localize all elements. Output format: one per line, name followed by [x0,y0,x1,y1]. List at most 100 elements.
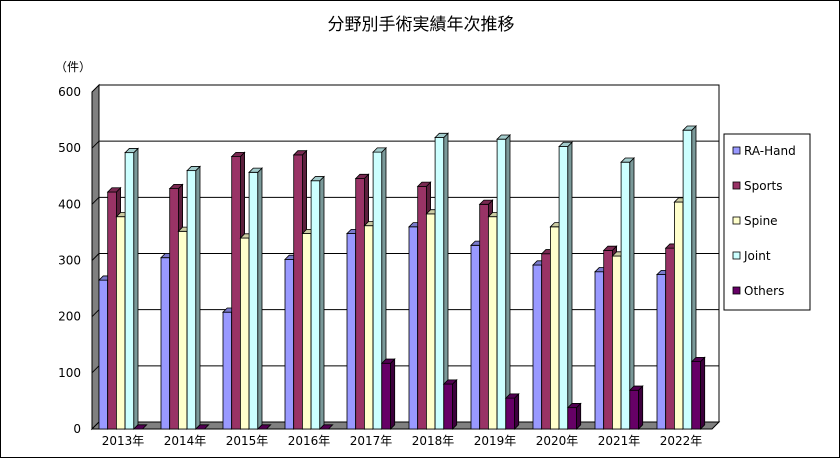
bar-front [674,201,684,430]
bar-front [124,152,135,430]
x-tick-label: 2017年 [350,434,393,448]
legend-swatch [732,216,741,225]
bar-front [239,237,250,430]
bar-others [256,424,272,430]
x-tick-label: 2018年 [412,434,455,448]
bar-others [380,358,396,430]
bar-front [284,258,295,430]
y-tick-label: 400 [58,197,81,211]
bar-top [682,125,697,131]
bar-top [442,379,458,385]
bar-others [318,424,334,430]
bar-top [310,176,325,182]
y-tick-label: 0 [73,422,81,436]
x-tick-label: 2019年 [474,434,517,448]
legend-swatch [732,286,741,295]
x-tick-label: 2022年 [660,434,703,448]
x-tick-label: 2021年 [598,434,641,448]
bar-top [230,151,246,157]
bar-joint [682,125,697,430]
bar-top [186,166,201,172]
bar-top [132,424,148,430]
bar-front [479,203,489,430]
bar-front [443,383,453,430]
y-axis-unit-label: （件） [55,60,91,74]
bar-front [355,178,365,430]
bar-joint [248,167,263,430]
x-tick-label: 2016年 [288,434,331,448]
bar-top [106,187,122,193]
legend-label: Sports [744,179,782,193]
bar-top [194,424,210,430]
bar-front [594,271,605,430]
bar-front [222,311,233,430]
bar-front [160,257,171,430]
bar-joint [496,134,511,430]
bar-front [629,389,639,430]
bar-front [248,171,259,430]
bar-side [505,134,511,430]
bar-top [168,184,184,190]
bar-top [558,141,573,147]
bar-side [700,356,706,430]
bar-top [372,147,387,153]
bar-top [256,424,272,430]
bar-top [602,245,618,251]
bar-others [566,402,582,430]
gridline-side [91,196,100,205]
gridline-side [91,365,100,374]
bar-front [116,216,126,430]
bar-front [567,407,577,430]
bar-side [319,175,325,430]
bar-front [434,137,445,430]
bar-top [434,132,449,138]
bar-front [231,156,241,430]
bar-others [504,392,520,430]
bar-front [346,233,357,430]
bar-front [532,264,543,430]
bar-front [372,151,383,430]
bar-front [408,226,419,430]
bar-joint [124,147,139,430]
legend-label: Joint [743,249,771,263]
bar-top [380,358,396,364]
y-tick-label: 600 [58,85,81,99]
bar-top [690,356,706,363]
bar-front [381,362,391,430]
y-tick-label: 500 [58,141,81,155]
bar-side [514,392,520,430]
bar-front [612,255,622,430]
bar-front [550,226,560,430]
bar-front [603,249,613,430]
y-tick-label: 200 [58,310,81,324]
legend-label: Spine [744,214,778,228]
bar-side [390,358,396,430]
bar-front [691,361,701,430]
bar-front [186,170,197,430]
bar-others [442,378,458,430]
bar-joint [186,165,201,430]
bar-front [177,230,188,430]
bar-front [487,216,498,430]
bar-side [133,147,139,430]
bar-top [416,181,432,187]
bar-front [496,138,507,430]
legend-swatch [732,181,741,190]
gridline-side [91,253,100,261]
x-tick-label: 2013年 [102,434,145,448]
bar-front [310,180,321,430]
bar-front [301,233,312,430]
bar-front [505,397,515,430]
bar-top [478,199,494,205]
gridline-side [91,309,100,318]
bar-front [656,274,667,430]
bar-front [425,213,436,430]
bar-front [558,146,569,430]
bar-top [124,148,139,154]
bar-top [292,150,308,156]
x-tick-label: 2020年 [536,434,579,448]
bar-others [628,385,644,430]
bar-front [98,279,109,430]
bar-front [107,191,117,430]
